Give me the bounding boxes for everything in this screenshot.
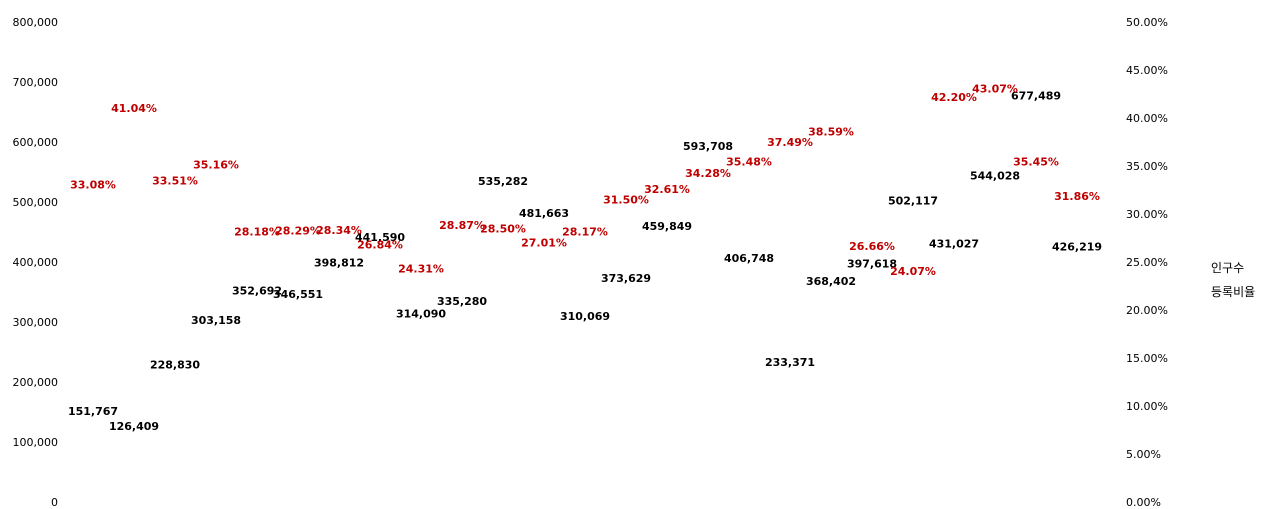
ratio-data-label: 24.07%: [890, 265, 936, 278]
ratio-data-label: 35.48%: [726, 155, 772, 168]
left-axis-tick-label: 800,000: [13, 16, 59, 29]
right-axis-tick-label: 5.00%: [1126, 448, 1161, 461]
population-data-label: 314,090: [396, 308, 446, 321]
population-data-label: 352,692: [232, 284, 282, 297]
ratio-data-label: 28.50%: [480, 222, 526, 235]
ratio-data-label: 35.16%: [193, 158, 239, 171]
ratio-data-label: 34.28%: [685, 167, 731, 180]
population-data-label: 441,590: [355, 231, 405, 244]
ratio-data-label: 38.59%: [808, 126, 854, 139]
left-axis-tick-label: 500,000: [13, 196, 59, 209]
left-axis-tick-label: 400,000: [13, 256, 59, 269]
ratio-data-label: 28.29%: [275, 224, 321, 237]
right-axis-tick-label: 0.00%: [1126, 496, 1161, 509]
right-axis-tick-label: 40.00%: [1126, 112, 1168, 125]
right-axis-tick-label: 15.00%: [1126, 352, 1168, 365]
population-data-label: 459,849: [642, 220, 692, 233]
ratio-data-label: 26.84%: [357, 238, 403, 251]
ratio-data-label: 41.04%: [111, 102, 157, 115]
right-axis-tick-label: 10.00%: [1126, 400, 1168, 413]
right-axis-tick-label: 35.00%: [1126, 160, 1168, 173]
population-data-label: 406,748: [724, 252, 774, 265]
population-data-label: 228,830: [150, 359, 200, 372]
ratio-data-label: 35.45%: [1013, 156, 1059, 169]
left-axis-tick-label: 600,000: [13, 136, 59, 149]
population-data-label: 544,028: [970, 170, 1020, 183]
legend-entry: 인구수: [1211, 261, 1244, 275]
population-data-label: 346,551: [273, 288, 323, 301]
ratio-data-label: 31.50%: [603, 194, 649, 207]
population-data-label: 303,158: [191, 314, 241, 327]
ratio-data-label: 33.51%: [152, 174, 198, 187]
right-axis-tick-label: 30.00%: [1126, 208, 1168, 221]
left-axis-tick-label: 100,000: [13, 436, 59, 449]
ratio-data-label: 28.34%: [316, 224, 362, 237]
ratio-data-label: 37.49%: [767, 136, 813, 149]
ratio-data-label: 42.20%: [931, 91, 977, 104]
population-data-label: 151,767: [68, 405, 118, 418]
right-axis-tick-label: 45.00%: [1126, 64, 1168, 77]
ratio-data-label: 32.61%: [644, 183, 690, 196]
ratio-data-label: 28.18%: [234, 225, 280, 238]
ratio-data-label: 33.08%: [70, 178, 116, 191]
left-axis-tick-label: 200,000: [13, 376, 59, 389]
ratio-data-label: 28.17%: [562, 226, 608, 239]
population-data-label: 368,402: [806, 275, 856, 288]
population-data-label: 677,489: [1011, 90, 1061, 103]
ratio-data-label: 31.86%: [1054, 190, 1100, 203]
population-data-label: 373,629: [601, 272, 651, 285]
ratio-data-label: 27.01%: [521, 237, 567, 250]
left-axis-tick-label: 0: [51, 496, 58, 509]
ratio-data-label: 26.66%: [849, 240, 895, 253]
population-data-label: 481,663: [519, 207, 569, 220]
ratio-data-label: 28.87%: [439, 219, 485, 232]
left-axis-tick-label: 700,000: [13, 76, 59, 89]
population-data-label: 502,117: [888, 195, 938, 208]
population-data-label: 535,282: [478, 175, 528, 188]
population-data-label: 593,708: [683, 140, 733, 153]
ratio-data-label: 24.31%: [398, 263, 444, 276]
right-axis-tick-label: 20.00%: [1126, 304, 1168, 317]
left-axis-tick-label: 300,000: [13, 316, 59, 329]
population-data-label: 335,280: [437, 295, 487, 308]
ratio-data-label: 43.07%: [972, 83, 1018, 96]
population-data-label: 431,027: [929, 237, 979, 250]
population-data-label: 426,219: [1052, 240, 1102, 253]
population-data-label: 397,618: [847, 257, 897, 270]
population-data-label: 233,371: [765, 356, 815, 369]
right-axis-tick-label: 25.00%: [1126, 256, 1168, 269]
legend-entry: 등록비율: [1211, 285, 1255, 299]
population-data-label: 398,812: [314, 257, 364, 270]
population-data-label: 310,069: [560, 310, 610, 323]
population-data-label: 126,409: [109, 420, 159, 433]
right-axis-tick-label: 50.00%: [1126, 16, 1168, 29]
